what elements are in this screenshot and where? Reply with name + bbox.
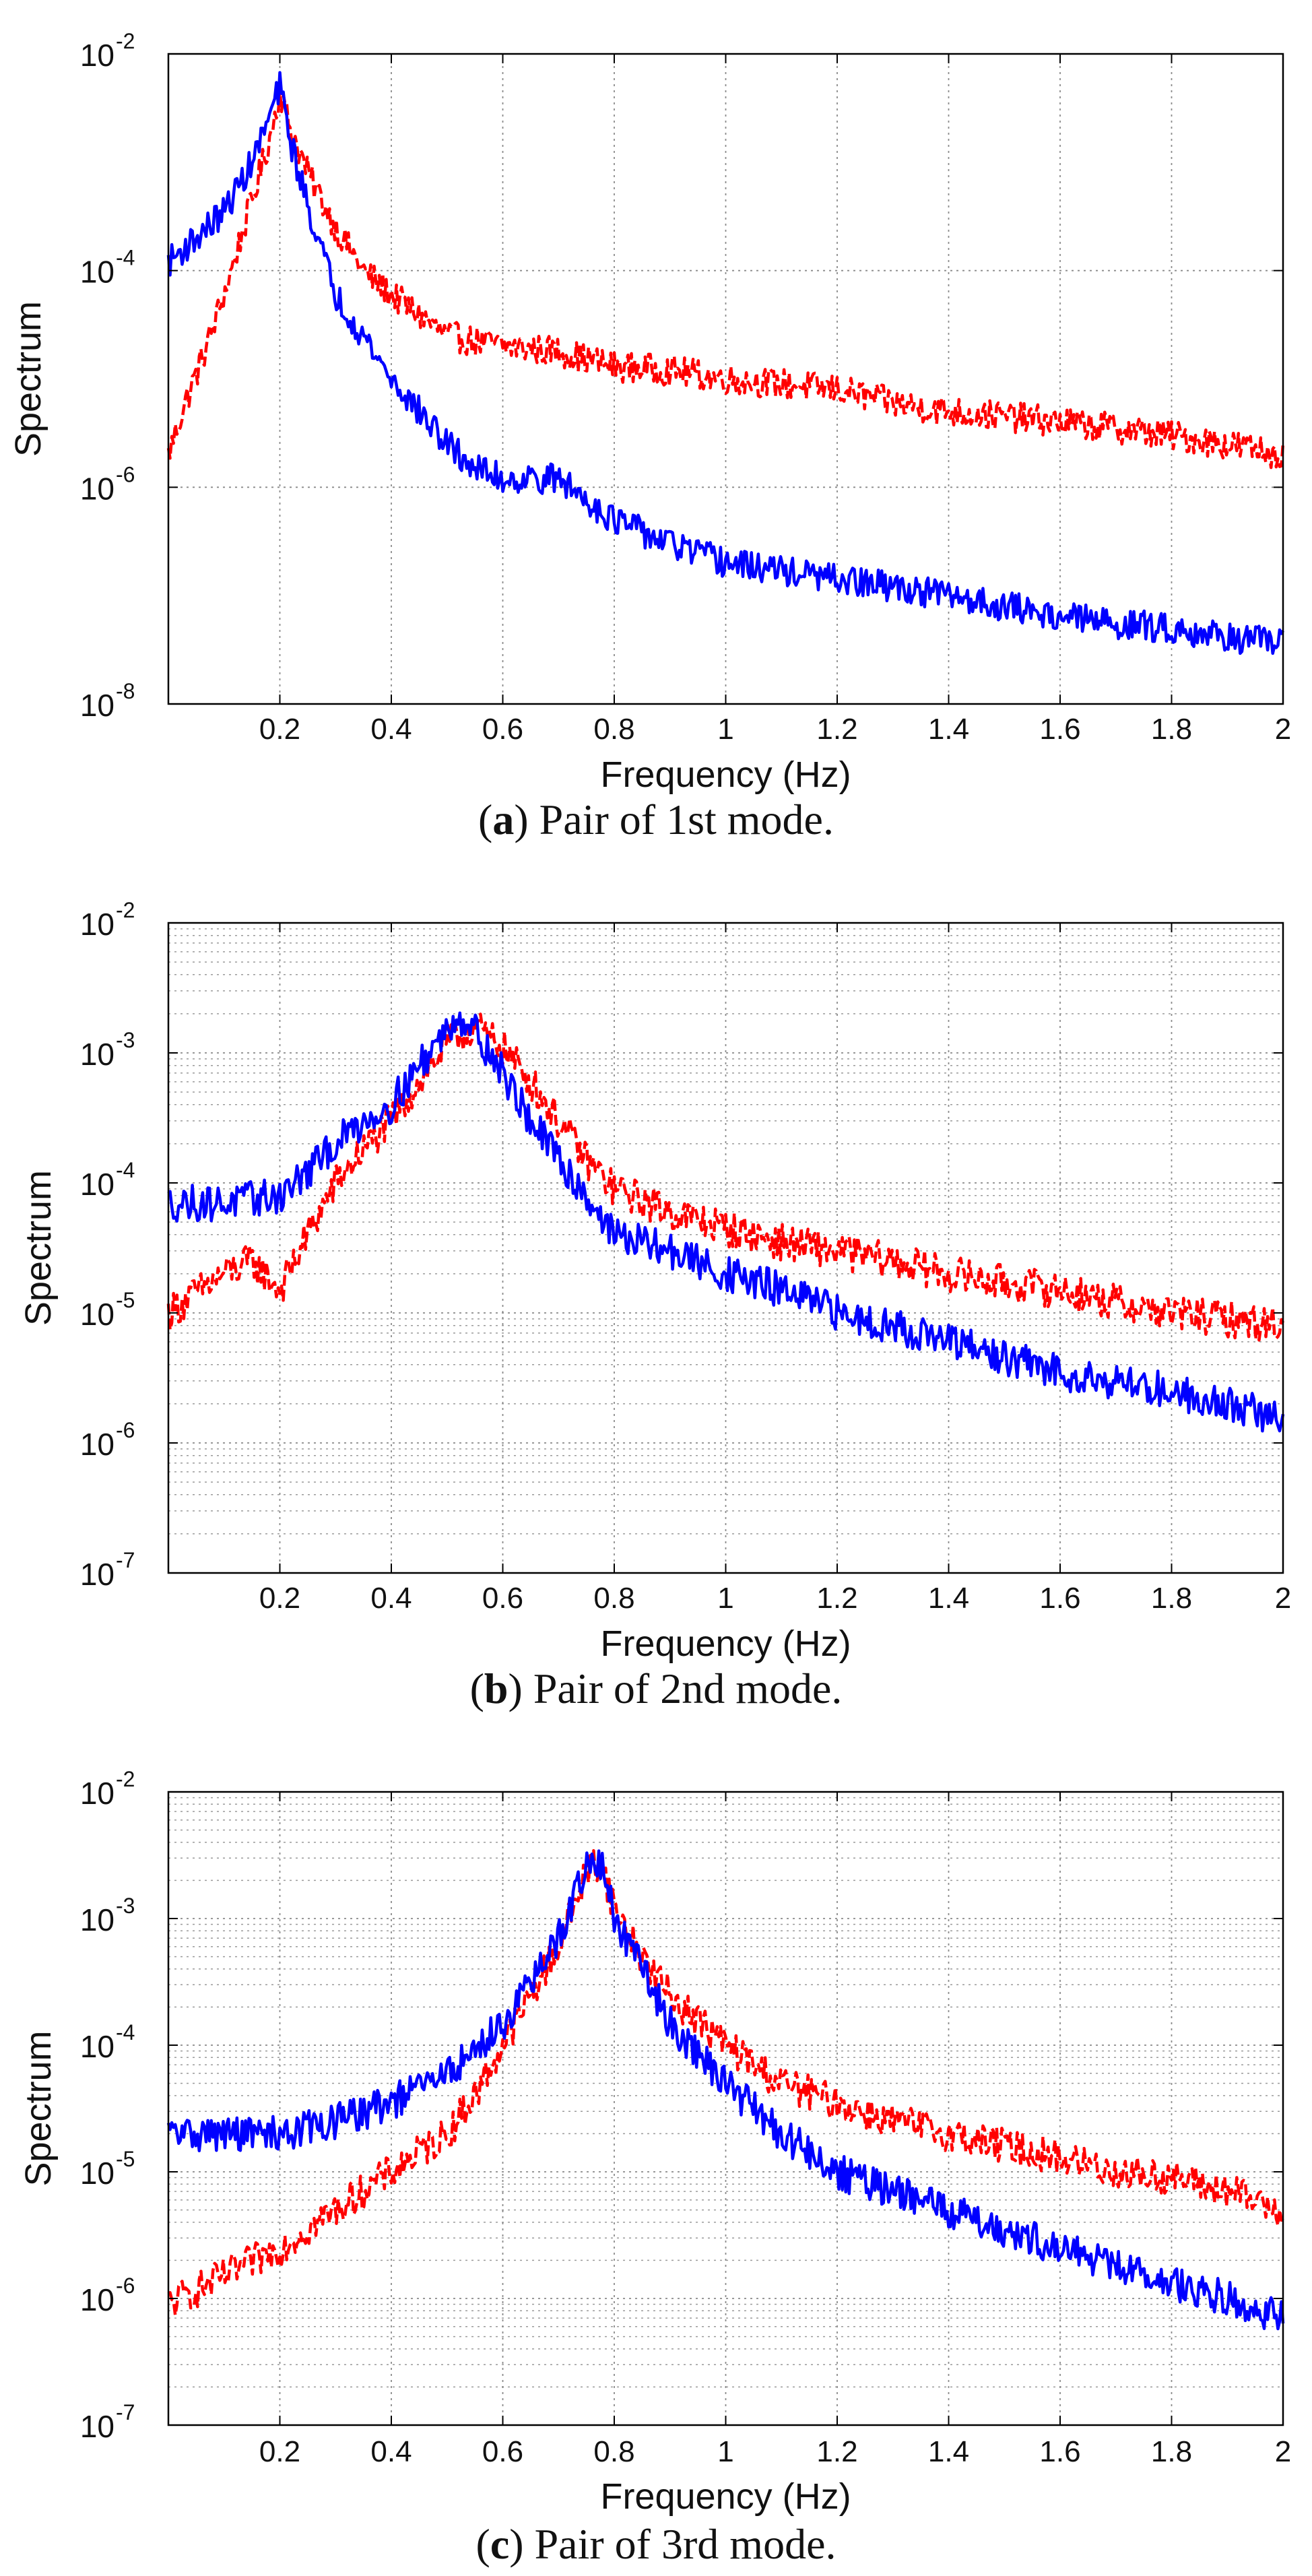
y-tick-exponent: -5 <box>116 1288 135 1312</box>
x-tick-label: 1.6 <box>1039 713 1080 746</box>
chart-c: 0.2 0.4 0.6 0.8 1 1.2 1.4 1.6 1.8 210-710-610-510… <box>18 1767 1291 2517</box>
x-tick-label: 1.2 <box>816 713 857 746</box>
x-axis-label: Frequency (Hz) <box>600 1623 851 1664</box>
caption-text: Pair of 3rd mode. <box>534 2520 837 2568</box>
y-tick-label: 10 <box>80 907 114 942</box>
x-tick-label: 0.4 <box>370 1582 412 1615</box>
y-tick-label: 10 <box>80 1902 114 1937</box>
y-tick-label: 10 <box>80 2409 114 2444</box>
y-tick-label: 10 <box>80 1557 114 1592</box>
x-tick-label: 1.2 <box>816 1582 857 1615</box>
y-tick-exponent: -4 <box>116 1158 135 1182</box>
y-tick-exponent: -3 <box>116 1894 135 1918</box>
x-tick-label: 0.6 <box>482 1582 523 1615</box>
y-tick-exponent: -2 <box>116 898 135 922</box>
y-tick-label: 10 <box>80 255 114 290</box>
y-tick-exponent: -6 <box>116 2274 135 2298</box>
x-tick-label: 1.6 <box>1039 2435 1080 2468</box>
x-tick-label: 1.4 <box>928 2435 969 2468</box>
y-tick-exponent: -4 <box>116 2020 135 2044</box>
x-tick-label: 2 <box>1275 713 1291 746</box>
caption-c: (c) Pair of 3rd mode. <box>475 2520 837 2568</box>
y-tick-exponent: -7 <box>116 2400 135 2424</box>
y-tick-exponent: -2 <box>116 29 135 53</box>
y-axis-label: Spectrum <box>18 1170 59 1326</box>
x-tick-label: 0.8 <box>593 713 634 746</box>
caption-b: (b) Pair of 2nd mode. <box>469 1665 843 1712</box>
x-tick-label: 1.8 <box>1151 2435 1192 2468</box>
y-tick-exponent: -7 <box>116 1548 135 1572</box>
series-dashed-line <box>167 1848 1284 2317</box>
y-tick-label: 10 <box>80 38 114 73</box>
x-tick-label: 0.2 <box>259 2435 300 2468</box>
y-tick-label: 10 <box>80 2282 114 2317</box>
y-tick-exponent: -6 <box>116 1418 135 1442</box>
x-tick-label: 0.8 <box>593 1582 634 1615</box>
y-tick-label: 10 <box>80 2156 114 2191</box>
y-tick-exponent: -5 <box>116 2147 135 2171</box>
series-dashed-line <box>166 1012 1284 1342</box>
y-tick-label: 10 <box>80 1427 114 1462</box>
x-tick-label: 0.2 <box>259 1582 300 1615</box>
caption-letter: b <box>484 1665 509 1712</box>
y-tick-exponent: -4 <box>116 246 135 270</box>
x-tick-label: 1.2 <box>816 2435 857 2468</box>
y-axis-label: Spectrum <box>8 301 48 457</box>
chart-panel-c: 0.2 0.4 0.6 0.8 1 1.2 1.4 1.6 1.8 2 10 -7 10 -6 10 -5 10… <box>0 1738 1312 2576</box>
caption-text: Pair of 1st mode. <box>539 796 834 843</box>
series-dashed-line <box>166 88 1285 470</box>
x-tick-label: 1 <box>717 713 733 746</box>
y-tick-label: 10 <box>80 688 114 723</box>
y-tick-label: 10 <box>80 2029 114 2064</box>
caption-letter: c <box>490 2520 510 2568</box>
series-solid-line <box>167 1011 1285 1433</box>
y-tick-label: 10 <box>80 1167 114 1202</box>
x-axis-label: Frequency (Hz) <box>600 754 851 795</box>
x-tick-label: 0.8 <box>593 2435 634 2468</box>
y-tick-label: 10 <box>80 1037 114 1072</box>
x-tick-label: 1 <box>717 1582 733 1615</box>
x-tick-label: 1.4 <box>928 713 969 746</box>
y-tick-label: 10 <box>80 1776 114 1811</box>
caption-text: Pair of 2nd mode. <box>533 1665 843 1712</box>
x-tick-label: 0.2 <box>259 713 300 746</box>
x-tick-label: 1.8 <box>1151 1582 1192 1615</box>
x-tick-label: 0.6 <box>482 713 523 746</box>
caption-a: (a) Pair of 1st mode. <box>478 796 834 843</box>
series-solid-line <box>166 71 1284 655</box>
x-tick-label: 2 <box>1275 2435 1291 2468</box>
x-tick-label: 1.8 <box>1151 713 1192 746</box>
chart-b: 0.2 0.4 0.6 0.8 1 1.2 1.4 1.6 1.8 210-710-610-510… <box>18 898 1291 1664</box>
y-axis-label: Spectrum <box>18 2030 59 2186</box>
x-tick-label: 0.4 <box>370 713 412 746</box>
y-tick-exponent: -6 <box>116 462 135 486</box>
caption-letter: a <box>492 796 515 843</box>
x-tick-label: 0.6 <box>482 2435 523 2468</box>
y-tick-exponent: -8 <box>116 679 135 703</box>
chart-panel-b: 0.2 0.4 0.6 0.8 1 1.2 1.4 1.6 1.8 2 10 -7 10 -6 10 -5 10… <box>0 869 1312 1718</box>
chart-a: 0.2 0.4 0.6 0.8 1 1.2 1.4 1.6 1.8 210-810-610-410… <box>8 29 1291 795</box>
x-tick-label: 1.6 <box>1039 1582 1080 1615</box>
x-tick-label: 1.4 <box>928 1582 969 1615</box>
chart-panel-a: 0.2 0.4 0.6 0.8 1 1.2 1.4 1.6 1.8 2 10 -8 10 -6 10 -4 10… <box>0 0 1312 849</box>
y-tick-label: 10 <box>80 471 114 506</box>
y-tick-exponent: -2 <box>116 1767 135 1791</box>
x-axis-label: Frequency (Hz) <box>600 2476 851 2517</box>
x-tick-label: 1 <box>717 2435 733 2468</box>
y-tick-label: 10 <box>80 1297 114 1332</box>
y-tick-exponent: -3 <box>116 1028 135 1052</box>
series-solid-line <box>166 1849 1285 2331</box>
x-tick-label: 2 <box>1275 1582 1291 1615</box>
x-tick-label: 0.4 <box>370 2435 412 2468</box>
